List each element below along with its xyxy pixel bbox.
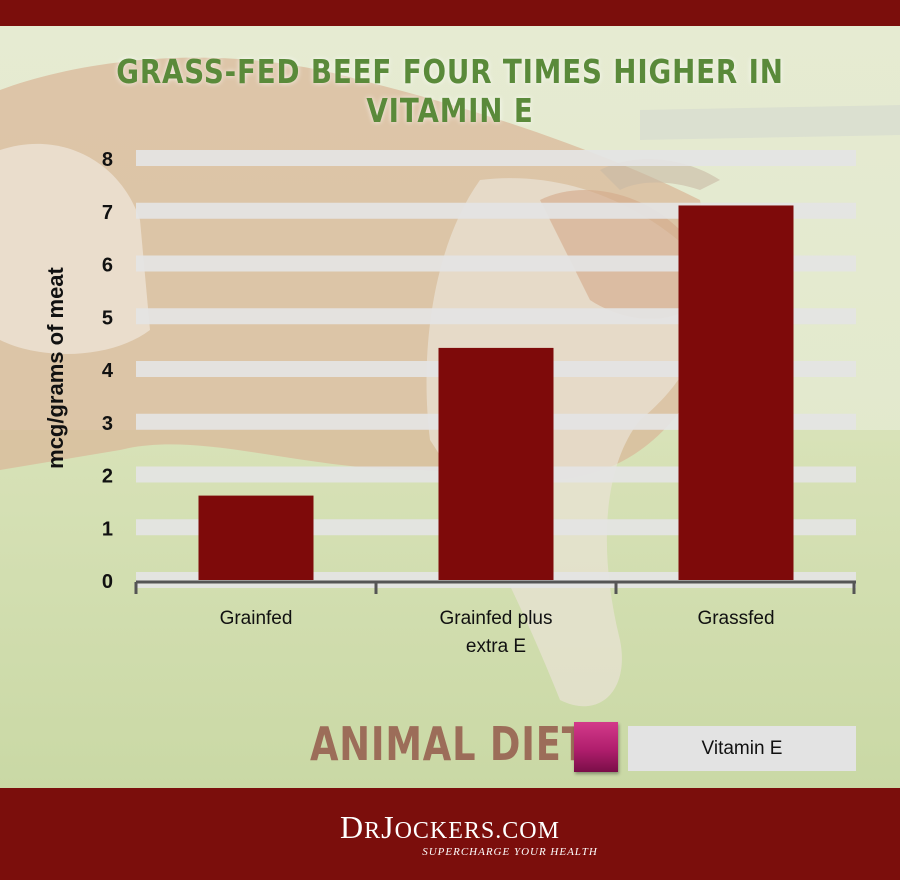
bottom-brand-bar — [0, 788, 900, 880]
y-tick-label: 2 — [102, 466, 113, 488]
gridline — [136, 255, 856, 272]
y-tick-label: 8 — [102, 149, 113, 171]
logo-tagline: SUPERCHARGE YOUR HEALTH — [422, 846, 598, 858]
legend-label: Vitamin E — [701, 737, 783, 759]
drjockers-logo: DRJOCKERS.COM SUPERCHARGE YOUR HEALTH — [0, 810, 900, 858]
bar-grassfed — [678, 205, 794, 580]
y-tick-label: 5 — [102, 307, 113, 329]
x-category-label: Grainfed plus — [439, 608, 552, 629]
y-tick-label: 3 — [102, 413, 113, 435]
x-category-label: Grassfed — [697, 608, 774, 629]
y-tick-label: 6 — [102, 255, 113, 277]
y-tick-label: 7 — [102, 202, 113, 224]
chart-title: GRASS-FED BEEF FOUR TIMES HIGHER IN VITA… — [116, 52, 784, 130]
y-tick-label: 0 — [102, 571, 113, 593]
legend-heading: ANIMAL DIET — [310, 717, 588, 771]
logo-wordmark: DRJOCKERS.COM — [340, 809, 560, 845]
legend-swatch — [574, 722, 618, 772]
x-category-label: extra E — [466, 636, 526, 657]
x-category-label: Grainfed — [220, 608, 293, 629]
gridline — [136, 308, 856, 325]
y-tick-label: 1 — [102, 518, 113, 540]
gridline — [136, 150, 856, 166]
gridline — [136, 202, 856, 219]
bar-grainfed — [198, 495, 314, 580]
top-brand-bar — [0, 0, 900, 26]
bar-grainfed-plus-extra-e — [438, 347, 554, 580]
legend-label-box: Vitamin E — [628, 726, 856, 771]
y-tick-label: 4 — [102, 360, 114, 382]
